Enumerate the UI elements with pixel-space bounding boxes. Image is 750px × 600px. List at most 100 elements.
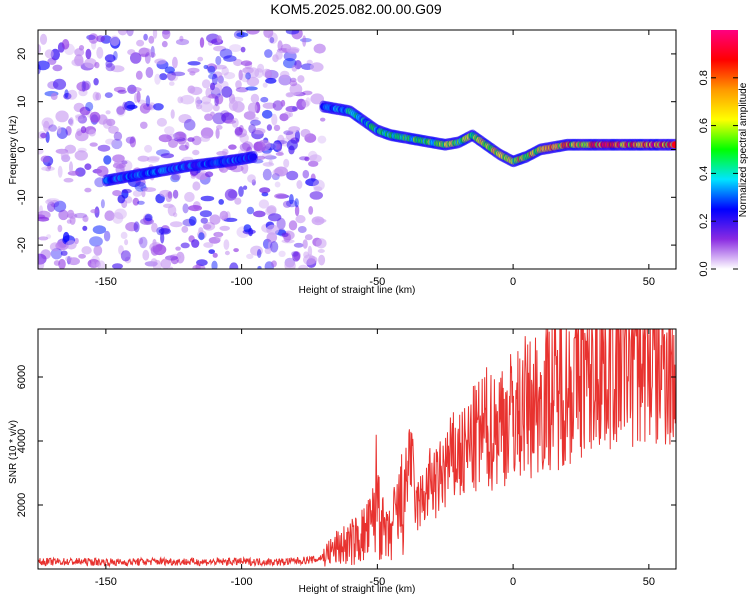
noise-cell: [89, 111, 101, 123]
noise-cell: [67, 257, 81, 266]
noise-cell: [246, 30, 260, 35]
noise-cell: [187, 61, 201, 66]
noise-cell: [223, 72, 236, 80]
noise-cell: [167, 191, 173, 199]
noise-cell: [82, 225, 88, 231]
noise-cell: [293, 242, 304, 248]
noise-cell: [144, 213, 153, 222]
noise-cell: [104, 210, 115, 221]
noise-cell: [289, 83, 303, 95]
noise-cell: [289, 80, 298, 87]
noise-cell: [69, 117, 74, 127]
noise-cell: [285, 105, 298, 113]
colorbar-tick-label: 0.0: [698, 261, 710, 276]
noise-cell: [213, 231, 224, 238]
noise-cell: [241, 162, 249, 174]
noise-cell: [48, 124, 57, 132]
noise-cell: [240, 73, 251, 83]
spectrogram-xlabel: Height of straight line (km): [299, 285, 416, 296]
noise-cell: [158, 228, 171, 235]
noise-cell: [246, 76, 260, 87]
noise-cell: [74, 150, 89, 161]
noise-cell: [235, 87, 249, 93]
noise-cell: [247, 116, 259, 121]
noise-cell: [164, 66, 175, 74]
noise-cell: [285, 30, 300, 35]
colorbar-label: Normalized spectral amplitude: [738, 82, 749, 217]
noise-cell: [220, 110, 230, 118]
spectrogram-ticks: -150 -100 -50 0 50 20 10 0 -10 -20: [16, 30, 676, 288]
noise-cell: [278, 250, 286, 257]
noise-cell: [200, 101, 214, 113]
noise-cell: [110, 65, 125, 73]
noise-cell: [124, 239, 129, 246]
noise-cell: [148, 35, 155, 44]
noise-cell: [150, 245, 159, 256]
noise-cell: [97, 144, 111, 152]
noise-cell: [238, 186, 244, 197]
noise-cell: [96, 46, 104, 59]
noise-cell: [95, 92, 102, 101]
x-tick-label: -150: [95, 276, 117, 288]
snr-panel: -150 -100 -50 0 50 2000 4000 6000 Height of str…: [8, 328, 677, 595]
noise-cell: [103, 155, 112, 165]
noise-cell: [113, 131, 123, 141]
noise-cell: [112, 154, 125, 163]
noise-cell: [210, 111, 215, 117]
noise-cell: [75, 130, 89, 142]
noise-cell: [104, 54, 116, 63]
noise-cell: [224, 250, 230, 256]
noise-cell: [271, 260, 277, 268]
noise-cell: [61, 39, 70, 50]
ridge-cell: [671, 141, 676, 149]
noise-cell: [100, 199, 105, 209]
noise-cell: [144, 52, 151, 64]
noise-cell: [274, 140, 288, 145]
noise-cell: [175, 38, 190, 46]
noise-cell: [257, 265, 262, 269]
x-tick-label: 0: [510, 576, 516, 588]
noise-cell: [162, 30, 171, 40]
noise-cell: [305, 97, 311, 107]
noise-cell: [215, 55, 222, 66]
noise-cell: [129, 136, 136, 148]
noise-cell: [271, 173, 280, 181]
noise-cell: [315, 238, 327, 249]
noise-cell: [180, 94, 195, 105]
noise-cell: [308, 206, 314, 215]
noise-cell: [142, 187, 157, 193]
noise-cell: [264, 155, 277, 160]
snr-frame: [37, 328, 677, 570]
x-tick-label: -50: [369, 276, 385, 288]
noise-cell: [242, 141, 253, 151]
noise-cell: [94, 61, 100, 69]
noise-cell: [283, 158, 290, 168]
noise-cell: [219, 210, 229, 221]
noise-cell: [221, 66, 229, 76]
noise-cell: [277, 150, 284, 156]
noise-cell: [154, 58, 167, 65]
noise-cell: [170, 109, 175, 119]
noise-cell: [262, 68, 271, 78]
noise-cell: [195, 172, 208, 180]
noise-cell: [240, 60, 253, 66]
noise-cell: [57, 224, 63, 233]
snr-ylabel: SNR (10 * v/v): [8, 420, 19, 484]
noise-cell: [117, 194, 126, 204]
noise-cell: [219, 225, 230, 231]
noise-cell: [171, 173, 181, 181]
y-tick-label: 6000: [16, 365, 28, 389]
noise-cell: [128, 87, 142, 92]
noise-cell: [200, 195, 215, 202]
snr-series-line: [38, 329, 676, 568]
noise-cell: [250, 245, 263, 256]
noise-cell: [140, 121, 148, 129]
noise-cell: [212, 103, 220, 112]
noise-cell: [178, 114, 192, 124]
noise-cell: [195, 263, 201, 269]
noise-cell: [132, 197, 140, 206]
noise-cell: [212, 252, 218, 258]
noise-cell: [108, 125, 119, 134]
noise-cell: [120, 250, 131, 262]
